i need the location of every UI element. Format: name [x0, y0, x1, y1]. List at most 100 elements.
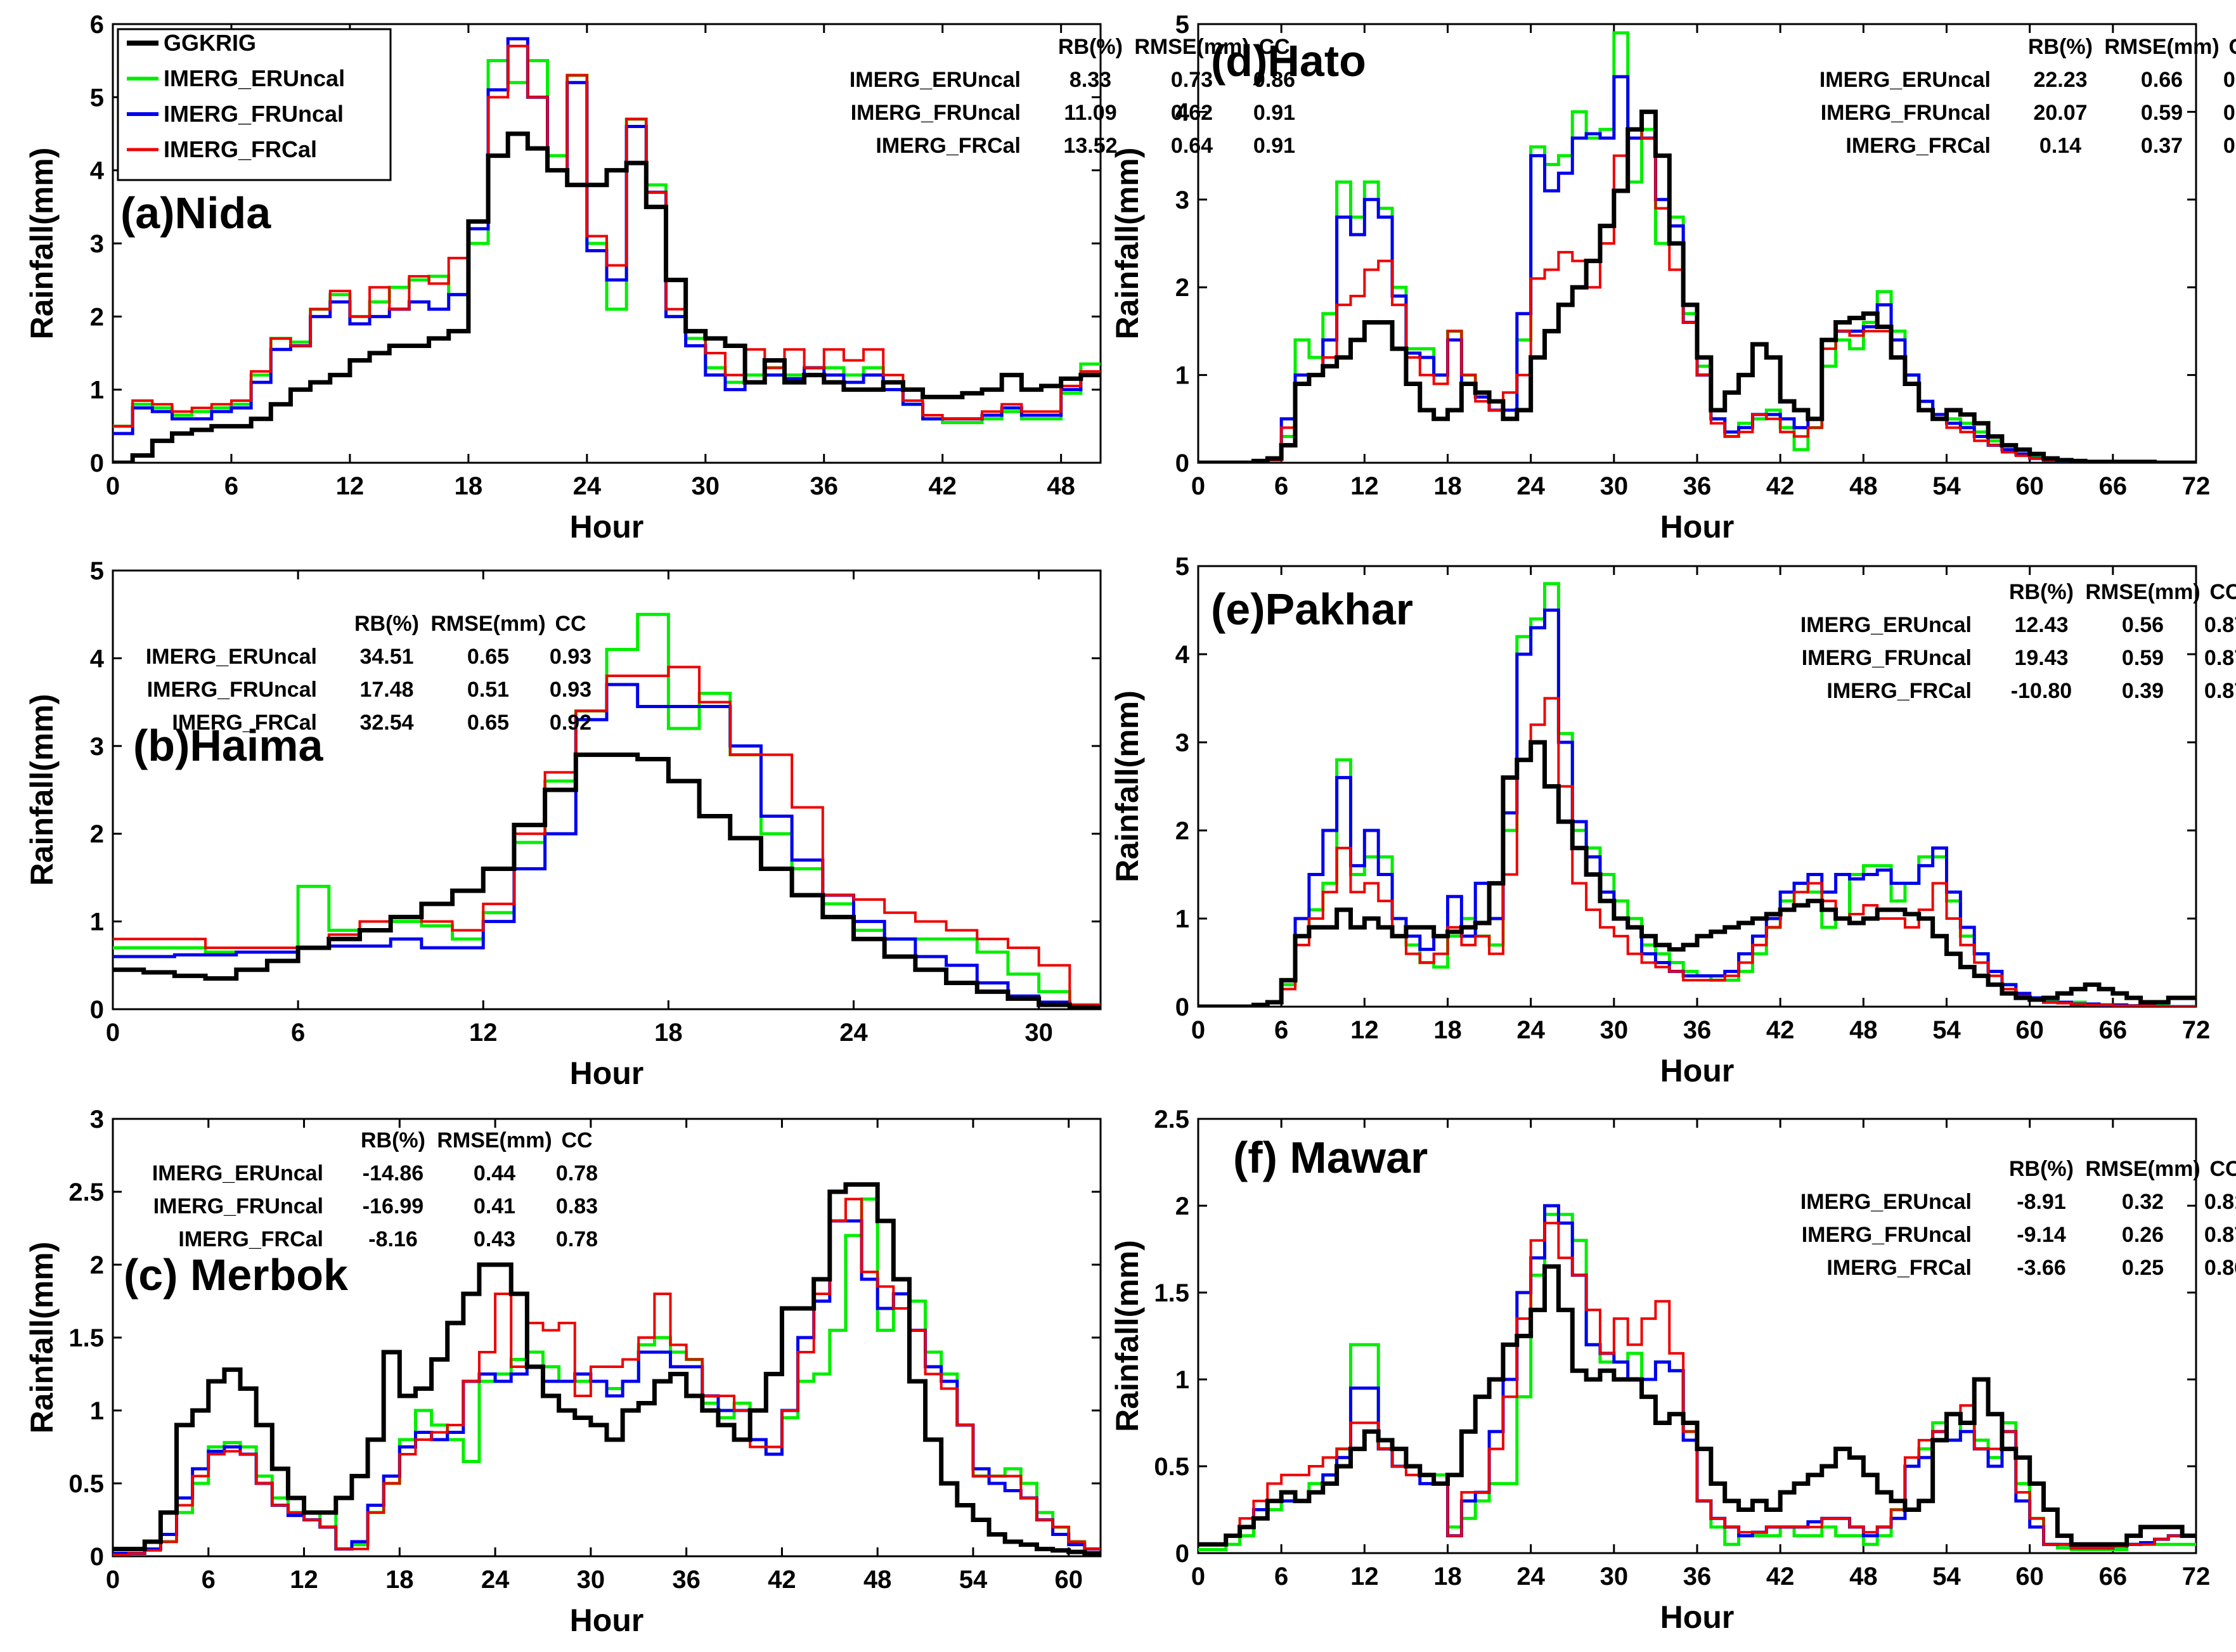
y-tick-label: 4 — [1175, 641, 1190, 669]
x-tick-label: 6 — [202, 1566, 216, 1594]
stats-rb: 34.51 — [359, 645, 413, 669]
y-tick-label: 0.5 — [68, 1470, 104, 1498]
y-tick-label: 3 — [90, 230, 104, 258]
stats-header-1: RMSE(mm) — [437, 1128, 552, 1152]
y-tick-label: 2.5 — [68, 1178, 104, 1206]
x-tick-label: 24 — [839, 1019, 868, 1047]
y-tick-label: 0 — [1175, 1540, 1189, 1568]
legend-label: IMERG_FRCal — [164, 136, 317, 162]
stats-row-name: IMERG_ERUncal — [152, 1161, 323, 1185]
x-axis-label: Hour — [570, 1603, 644, 1638]
stats-row-name: IMERG_ERUncal — [1819, 68, 1991, 92]
y-tick-label: 2 — [1175, 274, 1189, 302]
x-tick-label: 66 — [2099, 1563, 2128, 1591]
x-tick-label: 48 — [1047, 472, 1075, 500]
series-line-imerg-frcal — [113, 1197, 1101, 1556]
x-tick-label: 36 — [1683, 1563, 1712, 1591]
x-tick-label: 12 — [1350, 472, 1379, 500]
stats-rmse: 0.62 — [1171, 101, 1213, 125]
stats-rmse: 0.26 — [2122, 1223, 2164, 1247]
stats-rmse: 0.25 — [2122, 1256, 2164, 1280]
stats-cc: 0.88 — [2223, 101, 2236, 125]
y-tick-label: 1 — [1175, 905, 1189, 933]
y-tick-label: 1 — [90, 377, 104, 404]
stats-rmse: 0.59 — [2141, 101, 2183, 125]
stats-header-0: RB(%) — [2009, 1157, 2074, 1181]
x-tick-label: 60 — [2015, 472, 2044, 500]
stats-cc: 0.91 — [1253, 101, 1295, 125]
y-tick-label: 1.5 — [1154, 1279, 1189, 1307]
stats-rmse: 0.32 — [2122, 1190, 2164, 1214]
plot-frame — [112, 569, 1102, 1010]
x-tick-label: 12 — [290, 1566, 318, 1594]
stats-row-name: IMERG_FRCal — [178, 1227, 323, 1251]
stats-rmse: 0.59 — [2122, 646, 2164, 670]
x-axis-label: Hour — [1660, 1599, 1735, 1635]
x-tick-label: 6 — [1274, 472, 1288, 500]
x-tick-label: 60 — [1054, 1566, 1083, 1594]
y-tick-label: 2 — [90, 303, 104, 331]
stats-rmse: 0.39 — [2122, 679, 2164, 703]
x-tick-label: 72 — [2182, 1563, 2211, 1591]
x-tick-label: 18 — [1433, 1563, 1462, 1591]
stats-rb: 13.52 — [1063, 134, 1117, 158]
y-tick-label: 1.5 — [68, 1324, 104, 1352]
x-tick-label: 0 — [106, 1019, 120, 1047]
stats-cc: 0.87 — [2204, 679, 2236, 703]
stats-cc: 0.78 — [556, 1161, 598, 1185]
x-tick-label: 48 — [1849, 1563, 1878, 1591]
series-line-ggkrig — [113, 1182, 1101, 1556]
stats-rmse: 0.44 — [474, 1161, 515, 1185]
y-tick-label: 2 — [90, 1251, 104, 1279]
y-tick-label: 5 — [1175, 553, 1189, 581]
y-tick-label: 0 — [1175, 449, 1189, 477]
stats-cc: 0.87 — [2204, 646, 2236, 670]
y-tick-label: 2 — [90, 820, 104, 848]
stats-row-name: IMERG_FRCal — [1826, 679, 1972, 703]
stats-row-name: IMERG_FRUncal — [1802, 646, 1972, 670]
stats-row-name: IMERG_FRUncal — [147, 678, 317, 702]
chart-panel-3: 0 6 12 18 24 30 36 42 48 54 60 0 0.5 1 1.5 2 2.5 3 Hour Rai… — [24, 1106, 1102, 1638]
x-tick-label: 0 — [1191, 1016, 1205, 1044]
series-line-imerg-eruncal — [1198, 31, 2196, 463]
y-axis-label: Rainfall(mm) — [1109, 148, 1145, 340]
x-tick-label: 72 — [2182, 472, 2211, 500]
x-tick-label: 0 — [1191, 1563, 1205, 1591]
x-tick-label: 60 — [2015, 1016, 2044, 1044]
y-tick-label: 4 — [90, 157, 105, 185]
x-tick-label: 18 — [455, 472, 483, 500]
series-line-imerg-frcal — [113, 666, 1101, 1007]
stats-cc: 0.86 — [2204, 1256, 2236, 1280]
y-tick-label: 2 — [1175, 1192, 1189, 1220]
x-tick-label: 18 — [654, 1019, 683, 1047]
chart-panel-1: 0 6 12 18 24 30 36 42 480123456HourRainfall(mm)(… — [24, 11, 1295, 545]
stats-header-2: CC — [1258, 35, 1289, 59]
y-tick-label: 5 — [90, 84, 104, 112]
stats-header-1: RMSE(mm) — [1134, 35, 1249, 59]
series-line-ggkrig — [1198, 740, 2196, 1007]
y-axis-label: Rainfall(mm) — [24, 148, 60, 340]
stats-rb: -16.99 — [363, 1194, 423, 1218]
series-line-imerg-eruncal — [113, 612, 1101, 1007]
stats-header-1: RMSE(mm) — [2104, 35, 2219, 59]
x-tick-label: 6 — [1274, 1016, 1288, 1044]
x-tick-label: 48 — [863, 1566, 892, 1594]
x-tick-label: 18 — [1433, 1016, 1462, 1044]
stats-header-1: RMSE(mm) — [430, 612, 545, 636]
stats-cc: 0.93 — [550, 678, 591, 702]
stats-row-name: IMERG_FRCal — [172, 711, 317, 735]
stats-row-name: IMERG_ERUncal — [146, 645, 317, 669]
stats-rb: 17.48 — [359, 678, 413, 702]
x-tick-label: 54 — [1932, 1016, 1961, 1044]
x-tick-label: 12 — [469, 1019, 498, 1047]
x-tick-label: 6 — [224, 472, 238, 500]
x-tick-label: 18 — [1433, 472, 1462, 500]
stats-row-name: IMERG_FRUncal — [1821, 101, 1991, 125]
stats-cc: 0.81 — [2204, 1190, 2236, 1214]
y-tick-label: 0 — [90, 1543, 104, 1571]
stats-rmse: 0.43 — [474, 1227, 515, 1251]
panel-title: (d)Hato — [1211, 36, 1366, 86]
y-tick-label: 6 — [90, 11, 104, 39]
stats-header-2: CC — [2209, 580, 2236, 604]
y-tick-label: 0 — [90, 449, 104, 477]
